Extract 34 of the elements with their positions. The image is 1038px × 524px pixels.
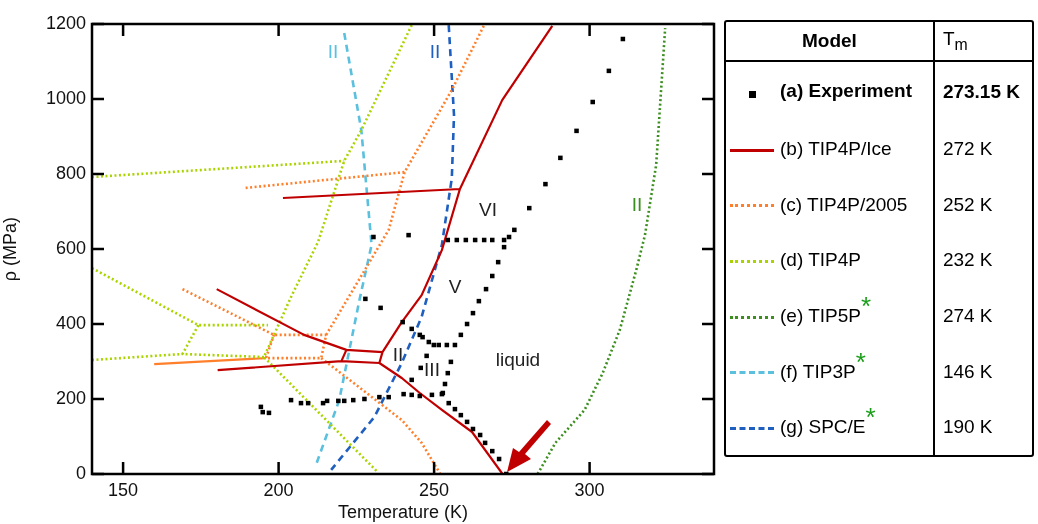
- y-axis-title: ρ (MPa): [0, 216, 20, 282]
- x-tick-label: 150: [108, 479, 139, 500]
- legend-label: (c) TIP4P/2005: [780, 193, 908, 215]
- legend-title: Model: [726, 22, 934, 61]
- annotation: II: [429, 41, 441, 63]
- annotation: VI: [479, 199, 497, 221]
- y-tick-label: 0: [75, 462, 86, 483]
- text: 274 K: [933, 288, 1032, 344]
- annotation: II: [327, 41, 339, 63]
- annotation: V: [448, 276, 462, 298]
- text: 190 K: [933, 399, 1032, 455]
- y-tick-label: 600: [55, 237, 86, 258]
- annotation: II: [631, 194, 643, 216]
- y-tick-label: 400: [55, 312, 86, 333]
- x-axis-title: Temperature (K): [337, 502, 469, 523]
- text: 146 K: [933, 343, 1032, 400]
- text: 252 K: [933, 177, 1032, 233]
- x-tick-label: 250: [419, 479, 450, 500]
- annotation: III: [424, 359, 440, 381]
- y-tick-label: 200: [55, 387, 86, 408]
- annotation: liquid: [495, 349, 541, 371]
- x-tick-label: 300: [574, 479, 605, 500]
- text: T$_{m}$: [933, 22, 1032, 61]
- text: 272 K: [933, 121, 1032, 178]
- legend-label: (a) Experiment: [780, 80, 912, 102]
- x-tick-label: 200: [263, 479, 294, 500]
- y-tick-label: 1000: [45, 87, 86, 108]
- annotation: II: [392, 344, 404, 366]
- legend-label: (b) TIP4P/Ice: [780, 138, 892, 160]
- text: 273.15 K: [933, 61, 1032, 122]
- y-tick-label: 800: [55, 162, 86, 183]
- legend-label: (d) TIP4P: [780, 249, 861, 271]
- y-tick-label: 1200: [45, 12, 86, 33]
- text: 232 K: [933, 232, 1032, 289]
